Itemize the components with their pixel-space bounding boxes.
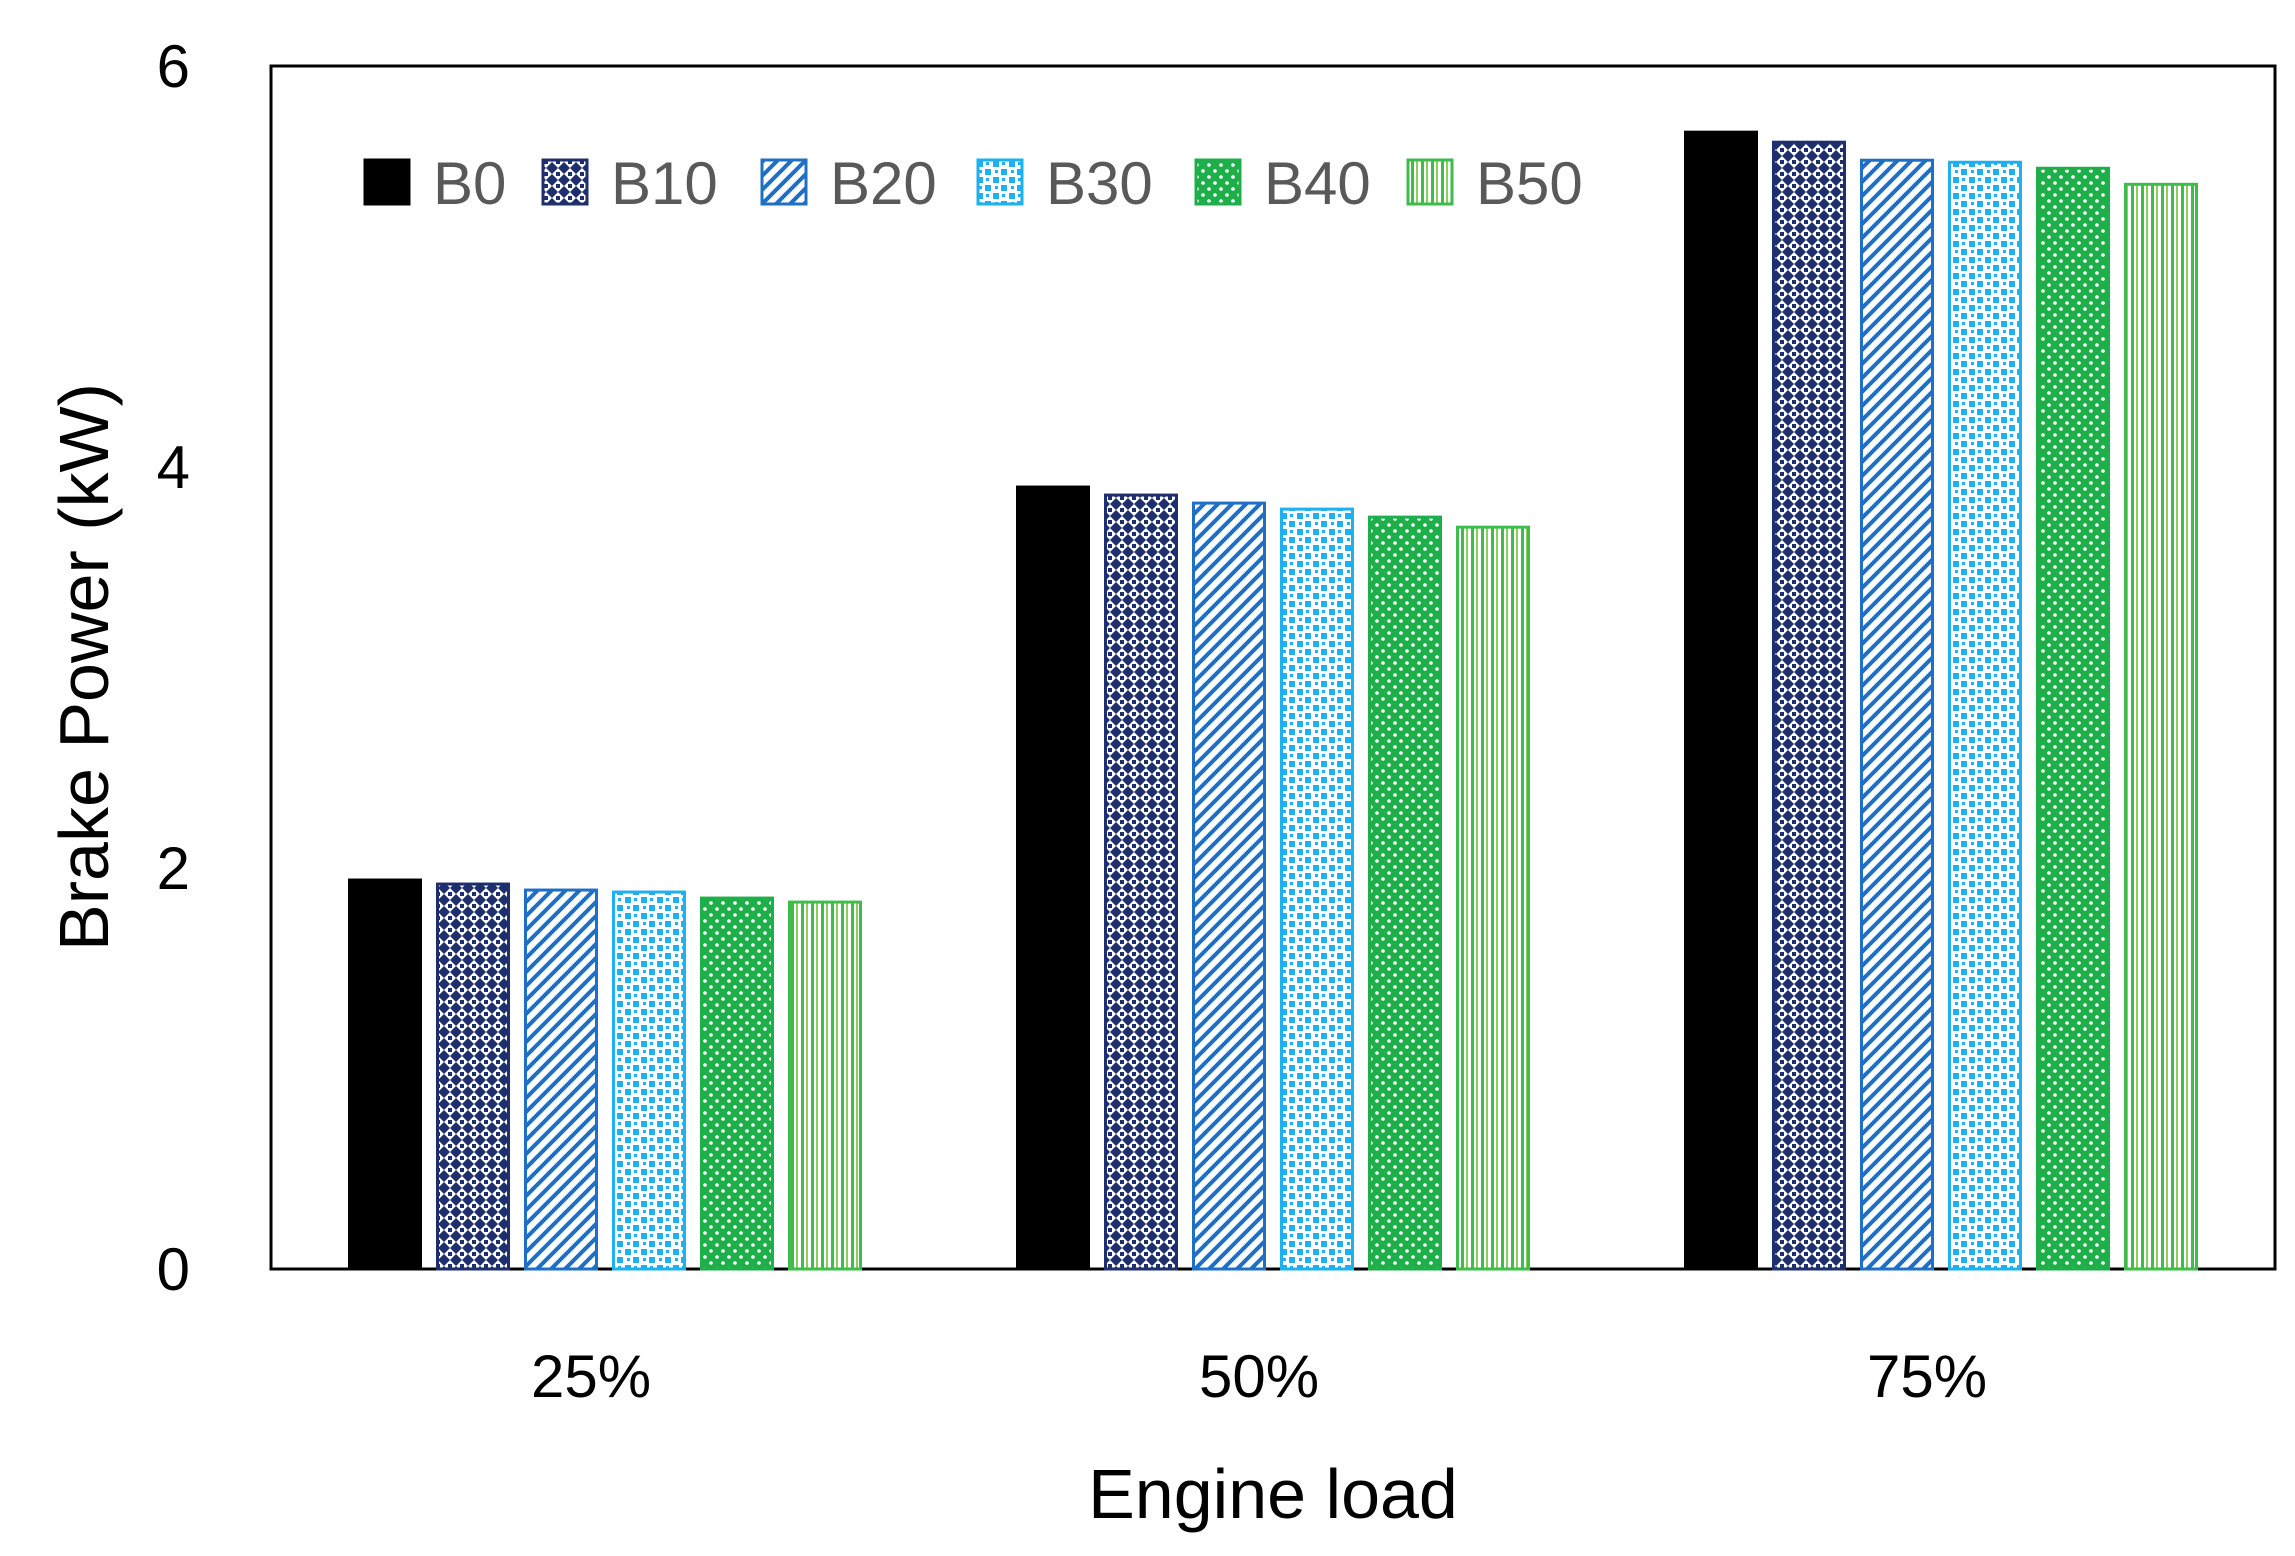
bar-b10-75pct [1772, 140, 1846, 1271]
legend-label-b50: B50 [1476, 150, 1583, 217]
bars-group [348, 130, 2198, 1271]
legend-label-b30: B30 [1046, 150, 1153, 217]
y-tick-label: 6 [157, 33, 190, 100]
legend-swatch-b40 [1194, 158, 1242, 206]
bar-b20-75pct [1860, 158, 1934, 1271]
y-axis-ticks: 0 2 4 6 [157, 33, 190, 1303]
legend: B0 B10 B20 B30 B40 B50 [363, 150, 1583, 217]
legend-label-b40: B40 [1264, 150, 1371, 217]
plot-area-frame [269, 64, 2277, 1271]
y-axis-title: Brake Power (kW) [45, 383, 123, 951]
bar-b40-50pct [1368, 515, 1442, 1271]
legend-label-b20: B20 [830, 150, 937, 217]
bar-b40-25pct [700, 896, 774, 1271]
bar-b50-50pct [1456, 525, 1530, 1271]
bar-b30-25pct [612, 890, 686, 1271]
bar-b0-75pct [1684, 130, 1758, 1271]
legend-swatch-b10 [541, 158, 589, 206]
legend-swatch-b20 [760, 158, 808, 206]
bar-b30-50pct [1280, 507, 1354, 1271]
y-tick-label: 2 [157, 835, 190, 902]
x-tick-label: 25% [531, 1343, 651, 1410]
bar-b10-25pct [436, 882, 510, 1271]
bar-b50-75pct [2124, 182, 2198, 1271]
x-axis-title: Engine load [1088, 1455, 1458, 1533]
bar-b40-75pct [2036, 166, 2110, 1271]
bar-b20-25pct [524, 888, 598, 1271]
y-tick-label: 4 [157, 434, 190, 501]
legend-label-b0: B0 [433, 150, 506, 217]
x-tick-label: 75% [1867, 1343, 1987, 1410]
bar-b0-25pct [348, 878, 422, 1271]
legend-label-b10: B10 [611, 150, 718, 217]
legend-swatch-b50 [1406, 158, 1454, 206]
bar-b20-50pct [1192, 501, 1266, 1271]
bar-b10-50pct [1104, 493, 1178, 1271]
legend-swatch-b0 [363, 158, 411, 206]
x-tick-label: 50% [1199, 1343, 1319, 1410]
bar-b0-50pct [1016, 485, 1090, 1271]
y-tick-label: 0 [157, 1236, 190, 1303]
legend-swatch-b30 [976, 158, 1024, 206]
bar-b50-25pct [788, 900, 862, 1271]
bar-b30-75pct [1948, 160, 2022, 1271]
x-axis-ticks: 25% 50% 75% [531, 1343, 1987, 1410]
